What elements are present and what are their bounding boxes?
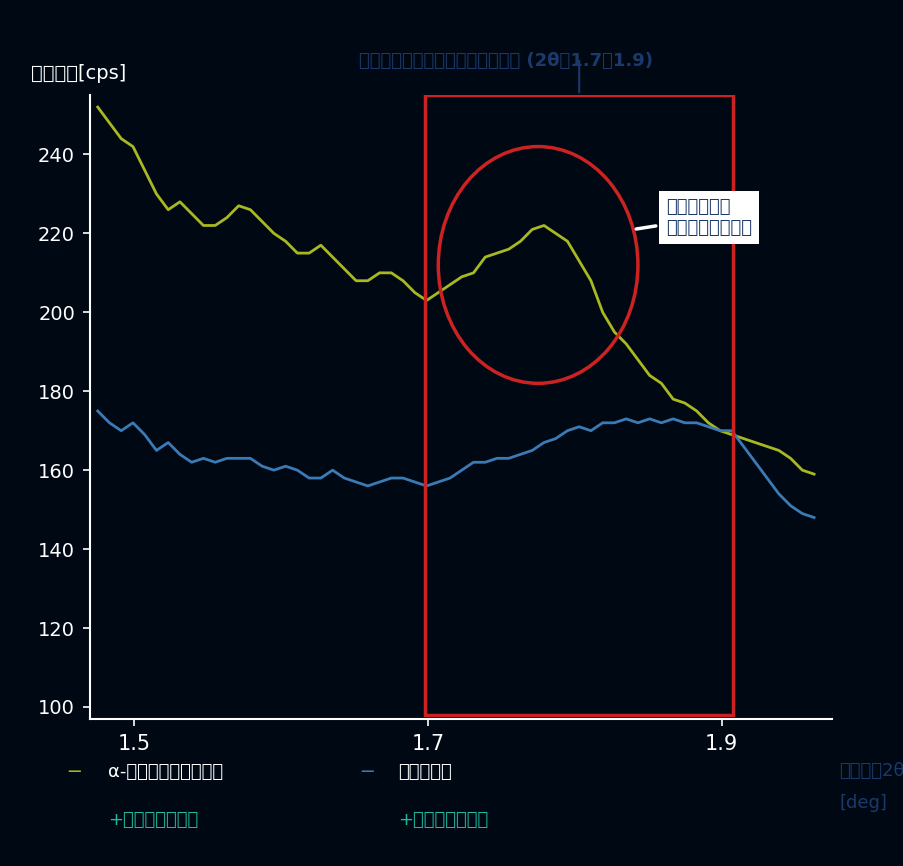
Text: 高湿度下でも
散乱強度が大きい: 高湿度下でも 散乱強度が大きい: [636, 198, 751, 237]
Text: +高湿度下で保管: +高湿度下で保管: [108, 811, 199, 829]
Text: マトリックスタンパク由来の領域 (2θ＝1.7〜1.9): マトリックスタンパク由来の領域 (2θ＝1.7〜1.9): [358, 52, 653, 69]
Text: ─: ─: [68, 763, 79, 782]
Text: α-ケトグルタル酸処理: α-ケトグルタル酸処理: [108, 764, 223, 781]
Bar: [424, 95, 732, 714]
Text: ─: ─: [361, 763, 373, 782]
Text: 散乱角度2θ: 散乱角度2θ: [838, 762, 903, 780]
Text: [deg]: [deg]: [838, 793, 886, 811]
Text: +高湿度下で保管: +高湿度下で保管: [397, 811, 488, 829]
Text: 精製水処理: 精製水処理: [397, 764, 451, 781]
Text: 散乱強度[cps]: 散乱強度[cps]: [31, 64, 126, 83]
